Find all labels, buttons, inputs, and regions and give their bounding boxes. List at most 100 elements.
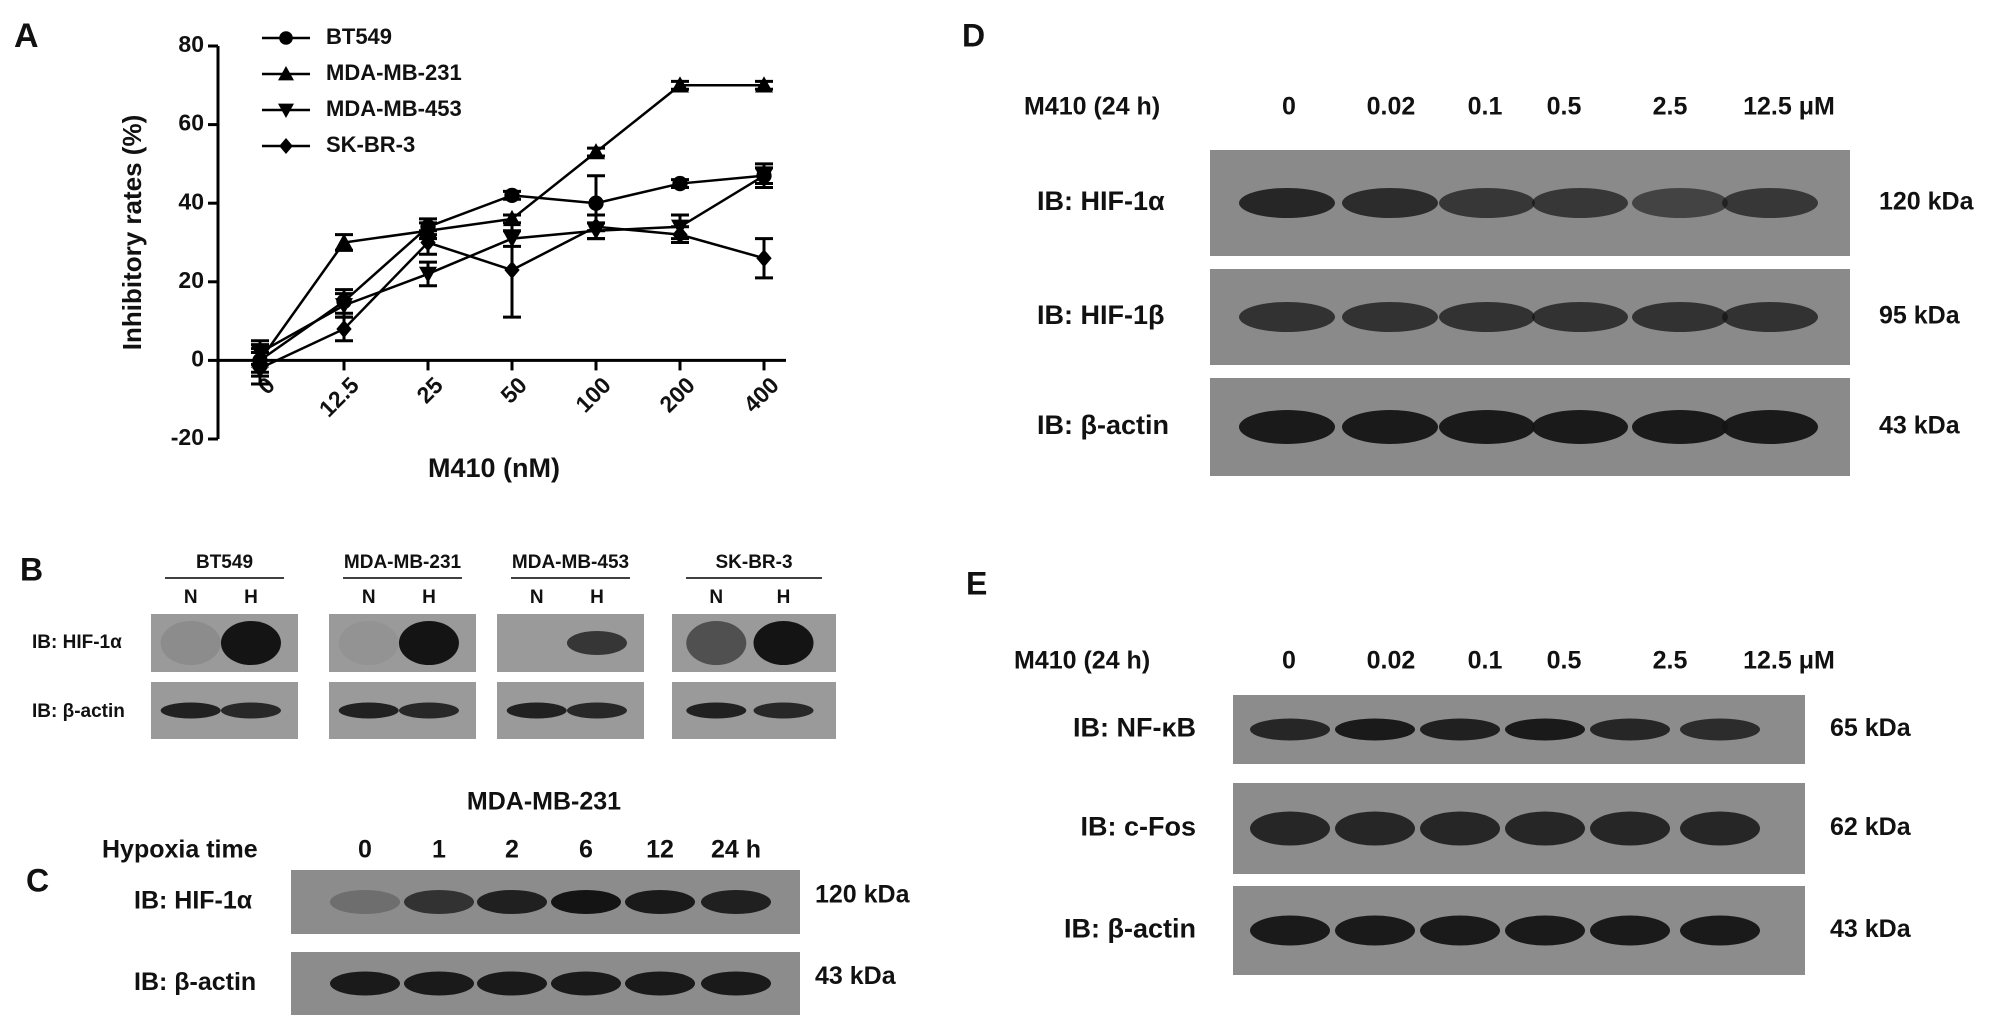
lane-label: 2 [505,836,519,864]
band [1250,915,1330,946]
band [1532,302,1628,332]
band [1632,188,1728,218]
band [160,621,221,665]
panel-label: D [962,17,985,53]
band [625,890,695,914]
y-tick-label: 40 [178,188,204,214]
band [338,702,399,719]
y-tick-label: 60 [178,110,204,136]
lane-label: 0.02 [1367,93,1416,121]
lane-label: 0.5 [1547,647,1582,675]
lane-label: 0 [1282,647,1296,675]
lane-header: M410 (24 h) [1014,647,1150,675]
lane-label: N [362,587,376,608]
size-label: 43 kDa [815,962,897,990]
row-label: IB: c-Fos [1080,812,1196,842]
row-label: IB: HIF-1α [32,632,122,653]
band [551,890,621,914]
panel-label: C [26,862,49,898]
lane-label: N [184,587,198,608]
band [220,621,281,665]
lane-label: 2.5 [1653,93,1688,121]
data-point [755,168,773,185]
legend-marker [278,66,294,81]
band [160,702,221,719]
x-tick-label: 12.5 [314,372,364,422]
band [1680,811,1760,846]
blot-title: MDA-MB-231 [467,788,621,816]
legend-marker [279,138,293,154]
band [701,890,771,914]
lane-label: 12.5 μM [1743,93,1835,121]
legend-marker [278,103,294,118]
row-label: IB: NF-κB [1073,713,1196,743]
x-tick-label: 400 [738,372,784,418]
data-point [672,225,688,244]
y-tick-label: 80 [178,31,204,57]
band [1590,718,1670,741]
lane-label: 0.1 [1468,647,1503,675]
band [701,971,771,996]
x-tick-label: 25 [411,372,448,409]
lane-label: 12.5 μM [1743,647,1835,675]
panel-label: E [966,565,987,601]
lane-label: H [590,587,604,608]
data-point [504,187,520,203]
band [1680,915,1760,946]
legend-label: MDA-MB-231 [326,60,462,85]
size-label: 120 kDa [1879,188,1975,216]
lane-label: N [709,587,723,608]
lane-header: Hypoxia time [102,836,258,864]
lane-label: H [244,587,258,608]
data-point [335,233,353,250]
panel-label: A [14,17,39,55]
x-tick-label: 100 [570,372,616,418]
row-label: IB: β-actin [134,968,256,996]
data-point [336,319,352,338]
band [566,631,627,655]
lane-label: H [777,587,791,608]
band [1722,188,1818,218]
band [330,890,400,914]
band [330,971,400,996]
y-tick-label: 0 [191,345,204,371]
band [404,971,474,996]
data-point [588,217,604,236]
band [477,971,547,996]
row-label: IB: HIF-1α [134,887,253,915]
data-point [504,261,520,280]
band [1439,188,1535,218]
y-tick-label: 20 [178,267,204,293]
lane-header: M410 (24 h) [1024,93,1160,121]
lane-label: 6 [579,836,593,864]
band [753,702,814,719]
lane-label: 24 h [711,836,761,864]
band [1505,811,1585,846]
data-point [335,298,353,315]
data-point [252,359,268,378]
size-label: 43 kDa [1830,915,1912,943]
band [1250,811,1330,846]
size-label: 65 kDa [1830,714,1912,742]
row-label: IB: β-actin [1064,914,1196,944]
panel-label: B [20,551,43,587]
data-point [756,249,772,268]
band [1342,188,1438,218]
data-point [419,266,437,283]
band [1505,915,1585,946]
lane-label: 0 [358,836,372,864]
lane-label: 0.5 [1547,93,1582,121]
legend-marker [279,31,293,45]
size-label: 95 kDa [1879,302,1961,330]
x-tick-label: 200 [654,372,700,418]
y-tick-label: -20 [171,424,204,450]
data-point [420,233,436,252]
band [1590,915,1670,946]
legend-label: MDA-MB-453 [326,96,462,121]
band [1335,718,1415,741]
band [1239,188,1335,218]
size-label: 120 kDa [815,881,911,909]
band [1532,410,1628,444]
band [1505,718,1585,741]
band [1239,410,1335,444]
